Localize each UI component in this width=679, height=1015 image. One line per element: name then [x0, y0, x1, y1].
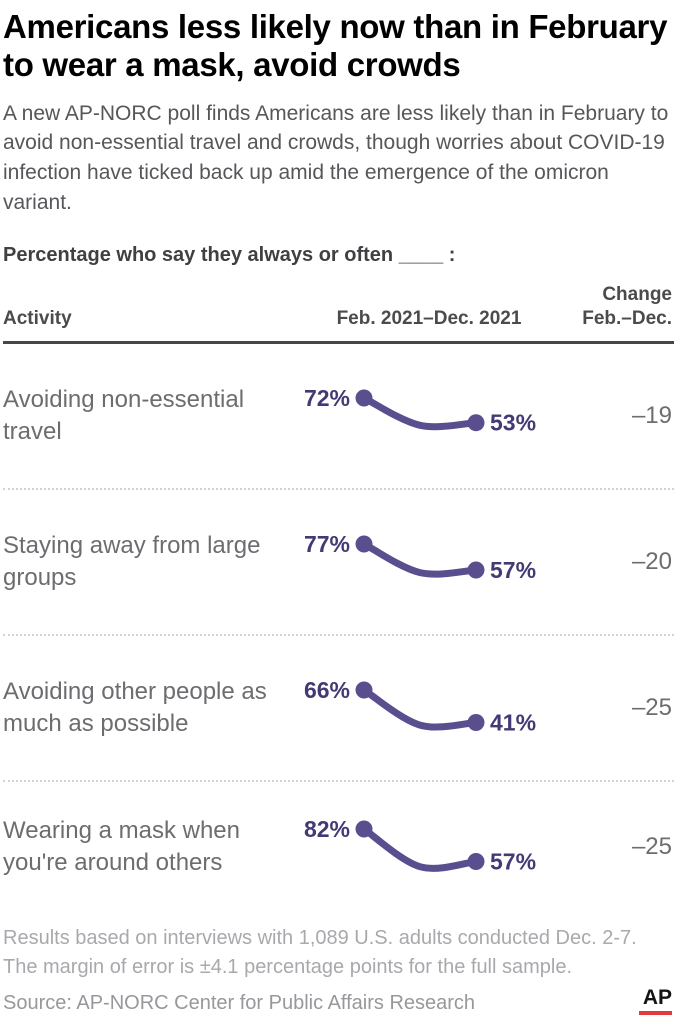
- start-point-dot: [355, 681, 373, 699]
- start-point-dot: [355, 535, 373, 553]
- table-row: Avoiding non-essential travel 72% 53% –19: [3, 344, 674, 491]
- activity-label: Staying away from large groups: [3, 531, 261, 592]
- table-row: Avoiding other people as much as possibl…: [3, 636, 674, 783]
- column-header-activity: Activity: [3, 308, 72, 330]
- sparkline-svg: 77% 57%: [304, 531, 536, 583]
- table-row: Staying away from large groups 77% 57% –2…: [3, 490, 674, 637]
- trend-line: [360, 825, 480, 872]
- table-header-row: Activity Feb. 2021–Dec. 2021 Change Feb.…: [3, 283, 674, 345]
- page-title: Americans less likely now than in Februa…: [3, 8, 668, 84]
- end-value-label: 53%: [490, 410, 536, 436]
- change-value: –19: [631, 402, 672, 430]
- sparkline-svg: 72% 53%: [304, 385, 536, 436]
- activity-label: Avoiding non-essential travel: [3, 385, 245, 446]
- trend-sparkline: 66% 41%: [304, 676, 554, 740]
- start-value-label: 82%: [304, 816, 350, 842]
- sparkline-svg: 82% 57%: [304, 816, 536, 875]
- start-value-label: 77%: [304, 531, 350, 557]
- trend-line: [360, 394, 480, 431]
- end-point-dot: [467, 561, 485, 579]
- methodology-note: Results based on interviews with 1,089 U…: [3, 927, 637, 979]
- end-point-dot: [467, 714, 485, 732]
- source-row: Source: AP-NORC Center for Public Affair…: [3, 987, 674, 1015]
- activity-label: Avoiding other people as much as possibl…: [3, 677, 267, 738]
- column-header-change-line2: Feb.–Dec.: [582, 308, 672, 330]
- page-subtitle: A new AP-NORC poll finds Americans are l…: [3, 101, 669, 214]
- table-body: Avoiding non-essential travel 72% 53% –19…: [3, 344, 674, 912]
- trend-sparkline: 82% 57%: [304, 815, 554, 879]
- trend-line: [360, 686, 480, 731]
- change-value: –25: [631, 694, 672, 722]
- table-row: Wearing a mask when you're around others…: [3, 782, 674, 912]
- start-point-dot: [355, 389, 373, 407]
- column-header-trend: Feb. 2021–Dec. 2021: [336, 308, 522, 330]
- trend-sparkline: 72% 53%: [304, 384, 554, 448]
- trend-line: [360, 540, 480, 578]
- end-value-label: 57%: [490, 849, 536, 875]
- column-header-change: Change Feb.–Dec.: [554, 283, 674, 332]
- source-credit: Source: AP-NORC Center for Public Affair…: [3, 992, 476, 1015]
- start-value-label: 72%: [304, 385, 350, 411]
- end-value-label: 41%: [490, 710, 536, 736]
- end-point-dot: [467, 853, 485, 871]
- ap-logo-text: AP: [642, 986, 672, 1010]
- start-point-dot: [355, 820, 373, 838]
- activity-label: Wearing a mask when you're around others: [3, 816, 240, 877]
- end-value-label: 57%: [490, 557, 536, 583]
- change-value: –25: [631, 833, 672, 861]
- change-value: –20: [631, 548, 672, 576]
- sparkline-svg: 66% 41%: [304, 677, 536, 736]
- trend-sparkline: 77% 57%: [304, 530, 554, 594]
- ap-logo-red-bar: [639, 1011, 672, 1015]
- chart-question: Percentage who say they always or often …: [3, 243, 456, 266]
- end-point-dot: [467, 414, 485, 432]
- ap-logo: AP: [639, 987, 674, 1015]
- start-value-label: 66%: [304, 677, 350, 703]
- column-header-change-line1: Change: [602, 283, 672, 305]
